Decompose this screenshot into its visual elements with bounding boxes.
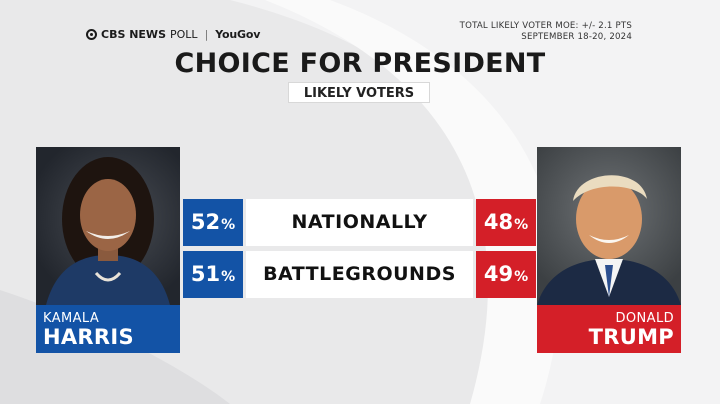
trump-value-nationally: 48	[483, 210, 514, 234]
category-label-battlegrounds: BATTLEGROUNDS	[246, 251, 473, 298]
harris-pct-battlegrounds: 51%	[183, 251, 243, 298]
trump-pct-nationally: 48%	[476, 199, 536, 246]
harris-value-battlegrounds: 51	[190, 262, 221, 286]
trump-portrait	[537, 147, 681, 305]
date-line: SEPTEMBER 18-20, 2024	[521, 32, 632, 42]
moe-note: TOTAL LIKELY VOTER MOE: +/- 2.1 PTS SEPT…	[460, 21, 632, 43]
brand-logo: CBS NEWS POLL | YouGov	[86, 28, 260, 41]
pct-unit: %	[514, 269, 529, 285]
pct-unit: %	[221, 217, 236, 233]
moe-line: TOTAL LIKELY VOTER MOE: +/- 2.1 PTS	[459, 21, 632, 31]
harris-first-name: KAMALA	[43, 311, 100, 326]
result-row-battlegrounds: 51% BATTLEGROUNDS 49%	[183, 251, 536, 298]
trump-pct-battlegrounds: 49%	[476, 251, 536, 298]
brand-main: CBS NEWS	[101, 28, 166, 41]
result-row-nationally: 52% NATIONALLY 48%	[183, 199, 536, 246]
trump-last-name: TRUMP	[588, 325, 674, 349]
harris-pct-nationally: 52%	[183, 199, 243, 246]
pct-unit: %	[221, 269, 236, 285]
cbs-eye-icon	[86, 29, 97, 40]
trump-value-battlegrounds: 49	[483, 262, 514, 286]
trump-first-name: DONALD	[615, 311, 674, 326]
brand-separator: |	[204, 28, 209, 41]
harris-value-nationally: 52	[190, 210, 221, 234]
trump-namecard: DONALD TRUMP	[537, 305, 681, 353]
brand-poll: POLL	[170, 28, 198, 41]
brand-partner: YouGov	[215, 28, 261, 41]
category-label-nationally: NATIONALLY	[246, 199, 473, 246]
harris-portrait	[36, 147, 180, 305]
pct-unit: %	[514, 217, 529, 233]
harris-last-name: HARRIS	[43, 325, 134, 349]
chart-title: CHOICE FOR PRESIDENT	[174, 48, 546, 79]
chart-subtitle: LIKELY VOTERS	[288, 82, 430, 103]
harris-namecard: KAMALA HARRIS	[36, 305, 180, 353]
